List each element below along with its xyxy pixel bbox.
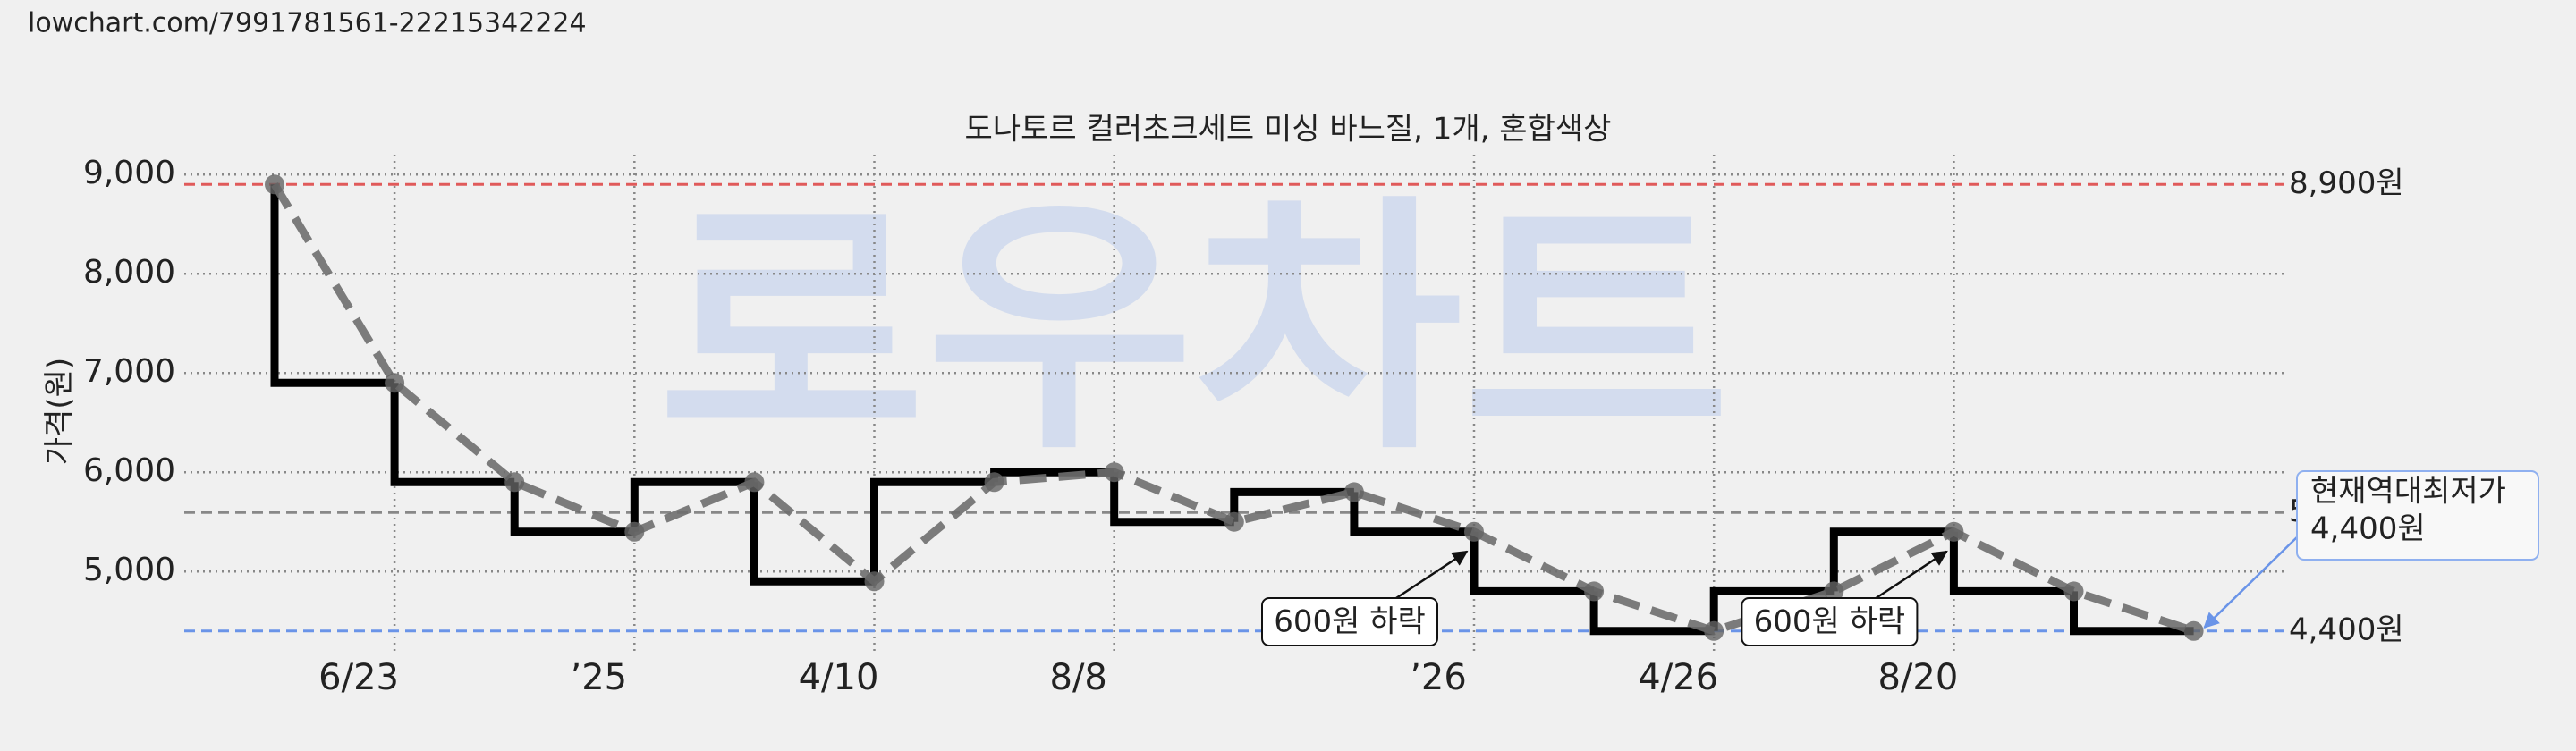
step-segment — [870, 477, 995, 582]
x-tick-label: 4/26 — [1638, 657, 1718, 698]
step-segment — [1470, 531, 1595, 595]
step-segment — [1110, 472, 1234, 527]
step-segment — [1230, 487, 1354, 522]
y-tick-label: 5,000 — [83, 552, 175, 588]
annotation-arrow — [2203, 533, 2301, 629]
point — [1584, 581, 1605, 602]
point — [984, 472, 1004, 493]
x-tick-label: 8/8 — [1050, 657, 1107, 698]
x-tick-label: 6/23 — [318, 657, 399, 698]
x-tick-label: ’26 — [1410, 657, 1467, 698]
step-segment — [1709, 586, 1835, 631]
step-segment — [510, 482, 635, 536]
point — [1464, 521, 1484, 542]
x-tick-label: 8/20 — [1877, 657, 1958, 698]
point — [2183, 620, 2204, 641]
reference-label: 4,400원 — [2289, 612, 2404, 647]
point — [265, 174, 284, 195]
point — [1104, 462, 1124, 483]
y-tick-label: 8,000 — [83, 254, 175, 291]
annotation-arrow — [1875, 550, 1948, 600]
step-segment — [2070, 591, 2194, 636]
point — [1704, 620, 1724, 641]
step-segment — [390, 383, 515, 486]
point — [1824, 581, 1844, 602]
annotation-text: 600원 하락 — [1274, 604, 1426, 640]
annotation-text: 600원 하락 — [1754, 604, 1906, 640]
step-segment — [1589, 591, 1715, 636]
x-tick-label: 4/10 — [799, 657, 879, 698]
step-segment — [630, 477, 755, 532]
point — [1944, 521, 1964, 542]
annotation-box — [1741, 597, 1919, 646]
annotation-box — [1261, 597, 1438, 646]
point — [624, 521, 645, 542]
watermark: 로우차트 — [657, 173, 1731, 485]
point — [744, 472, 765, 493]
point — [1343, 482, 1364, 502]
step-segment — [1350, 492, 1474, 536]
y-tick-label: 9,000 — [83, 155, 175, 191]
point — [864, 571, 885, 592]
chart-title: 도나토르 컬러초크세트 미싱 바느질, 1개, 혼합색상 — [965, 112, 1612, 148]
step-segment — [1829, 527, 1954, 592]
annotation-box — [2296, 470, 2539, 561]
x-tick-label: ’25 — [570, 657, 627, 698]
url: lowchart.com/7991781561-22215342224 — [28, 8, 587, 39]
y-axis-label: 가격(원) — [42, 358, 78, 465]
step-segment — [750, 482, 875, 586]
point — [504, 472, 525, 493]
point — [2063, 581, 2084, 602]
step-segment — [270, 184, 395, 387]
annotation-text: 현재역대최저가 — [2310, 474, 2506, 510]
y-tick-label: 6,000 — [83, 452, 175, 489]
y-tick-label: 7,000 — [83, 353, 175, 390]
point — [385, 373, 405, 393]
annotation-arrow — [1395, 550, 1469, 600]
reference-label: 8,900원 — [2289, 165, 2404, 201]
step-segment — [1949, 531, 2074, 595]
annotation-text: 4,400원 — [2310, 511, 2426, 547]
point — [1224, 511, 1244, 532]
price-line — [271, 181, 2196, 636]
